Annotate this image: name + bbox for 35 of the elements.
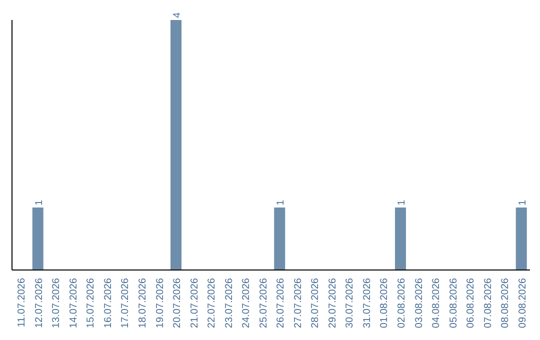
x-tick-label: 06.08.2026 (466, 278, 477, 328)
x-tick-label: 13.07.2026 (51, 278, 62, 328)
x-tick-label: 12.07.2026 (34, 278, 45, 328)
x-tick-label: 25.07.2026 (258, 278, 270, 328)
x-tick-label: 03.08.2026 (414, 278, 425, 328)
x-tick-label: 21.07.2026 (189, 278, 200, 328)
x-tick-label: 31.07.2026 (362, 278, 373, 328)
x-tick-label: 27.07.2026 (292, 278, 304, 328)
x-tick-label: 04.08.2026 (431, 278, 442, 328)
x-tick-label: 28.07.2026 (310, 278, 322, 328)
x-tick-label: 29.07.2026 (327, 278, 338, 328)
x-tick-label: 15.07.2026 (86, 278, 97, 328)
data-label: 1 (276, 200, 287, 206)
x-tick-label: 24.07.2026 (241, 278, 252, 328)
x-tick-label: 14.07.2026 (68, 278, 80, 328)
x-tick-label: 20.07.2026 (172, 278, 184, 328)
data-label: 1 (517, 200, 528, 206)
x-tick-label: 16.07.2026 (102, 278, 114, 328)
x-tick-label: 01.08.2026 (379, 278, 390, 328)
x-tick-label: 19.07.2026 (154, 278, 166, 328)
x-tick-label: 17.07.2026 (120, 278, 132, 328)
data-label: 4 (172, 12, 184, 18)
x-tick-label: 09.08.2026 (517, 278, 528, 328)
x-tick-label: 08.08.2026 (500, 278, 512, 328)
x-tick-label: 22.07.2026 (206, 278, 218, 328)
x-tick-label: 26.07.2026 (276, 278, 287, 328)
data-label: 1 (34, 200, 45, 206)
x-tick-label: 18.07.2026 (138, 278, 148, 328)
x-tick-label: 05.08.2026 (448, 278, 460, 328)
x-tick-label: 11.07.2026 (16, 278, 28, 328)
x-tick-label: 07.08.2026 (482, 278, 494, 328)
data-label: 1 (396, 200, 408, 206)
x-tick-label: 02.08.2026 (396, 278, 408, 328)
x-tick-label: 23.07.2026 (224, 278, 235, 328)
x-tick-label: 30.07.2026 (344, 278, 356, 328)
